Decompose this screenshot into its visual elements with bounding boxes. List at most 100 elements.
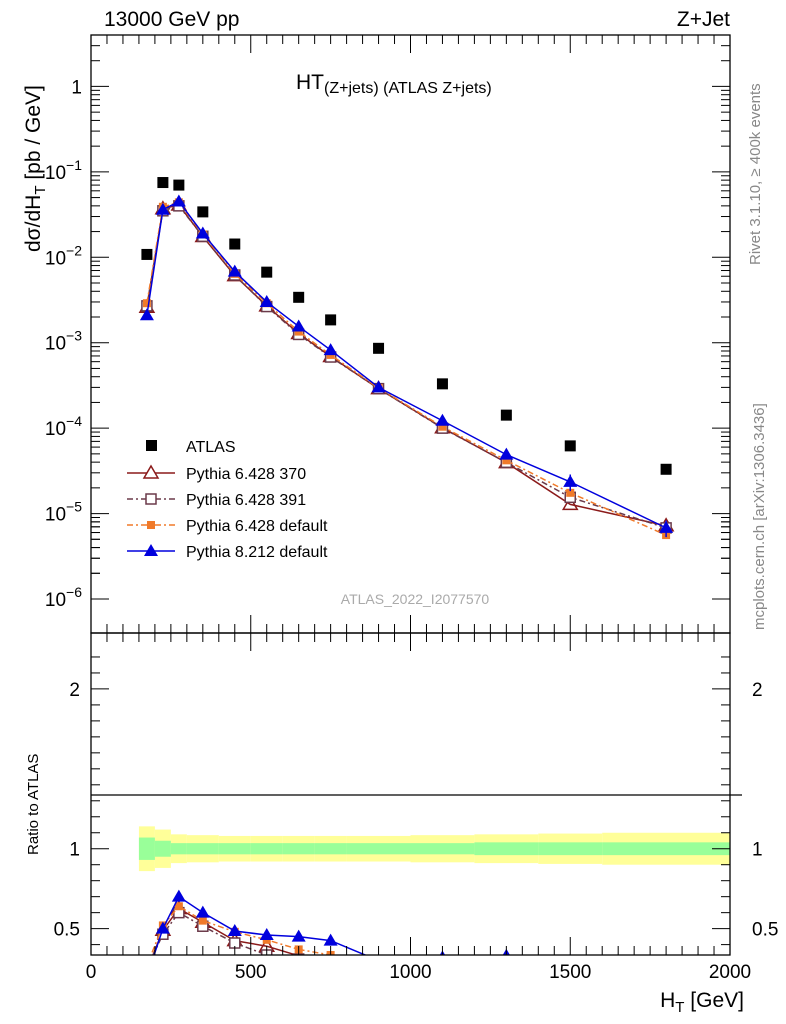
data-point-ratio-p8default (323, 933, 338, 946)
data-point-p8default (195, 226, 210, 239)
data-point-atlas (325, 314, 337, 326)
data-point-ratio-p6default (662, 976, 670, 984)
ratio-ytick-label: 1 (69, 840, 80, 861)
legend-label-atlas: ATLAS (186, 439, 236, 456)
main-y-label-main: dσ/dH (22, 195, 45, 252)
legend-label-p370: Pythia 6.428 370 (186, 466, 306, 483)
data-point-ratio-p391 (661, 972, 671, 982)
main-ytick-label: 10−3 (45, 328, 82, 355)
ratio-axis-ticks: 0.5 0.5 1 1 2 2 0 500 1000 1500 2000 (54, 633, 778, 983)
data-point-p8default (291, 319, 306, 332)
data-point-p8default (563, 474, 578, 487)
band-inner-bin (154, 840, 171, 857)
main-ytick-base: 10 (45, 419, 66, 440)
xtick-label: 0 (86, 962, 97, 983)
data-point-ratio-p8default (659, 970, 673, 982)
data-point-p8default (155, 202, 170, 215)
ratio-ytick-label: 0.5 (54, 920, 80, 941)
band-inner-bin (538, 842, 603, 856)
data-point-ratio-p370 (499, 958, 513, 970)
main-ytick-base: 10 (45, 163, 66, 184)
data-point-ratio-p6default (143, 961, 151, 969)
main-ytick-label: 10−4 (45, 413, 82, 440)
data-point-ratio-p8default (227, 924, 242, 937)
data-point-atlas (436, 378, 448, 390)
legend-label-p8default: Pythia 8.212 default (186, 544, 328, 561)
data-point-ratio-p391 (142, 964, 152, 974)
data-point-atlas (173, 179, 185, 191)
legend-entry-p391: Pythia 6.428 391 (127, 492, 306, 509)
band-inner-bin (410, 843, 475, 855)
data-point-atlas (373, 342, 385, 354)
main-ytick-exponent: −5 (66, 499, 82, 515)
band-inner-bin (314, 843, 347, 855)
data-point-atlas (229, 238, 241, 250)
main-panel: 110−110−210−310−410−510−6 HT(Z+jets) (AT… (22, 34, 731, 634)
data-point-p8default (227, 264, 242, 277)
ratio-ytick-label: 2 (69, 680, 80, 701)
legend-marker-p370 (142, 464, 160, 479)
data-point-p6default (438, 422, 447, 431)
main-ytick-base: 10 (45, 590, 66, 611)
ratio-ytick-label-right: 2 (752, 680, 763, 701)
data-point-ratio-p370 (140, 963, 154, 975)
data-point-p8default (323, 343, 338, 356)
main-ytick-exponent: −6 (66, 584, 82, 600)
band-inner-bin (170, 843, 187, 855)
data-point-ratio-p8default (259, 928, 274, 941)
data-point-ratio-p6default (198, 916, 207, 925)
data-point-ratio-p391 (326, 957, 336, 967)
data-point-ratio-p8default (171, 889, 186, 902)
ratio-frame (90, 632, 731, 956)
main-ytick-base: 10 (45, 248, 66, 269)
main-ytick-exponent: −3 (66, 328, 82, 344)
legend-marker-atlas (146, 440, 157, 451)
main-ytick-base: 10 (45, 334, 66, 355)
main-ytick-label: 1 (71, 77, 82, 98)
main-ytick-label: 10−2 (45, 242, 82, 269)
data-point-atlas (141, 248, 153, 260)
rivet-label: Rivet 3.1.10, ≥ 400k events (747, 83, 764, 265)
data-point-p8default (171, 194, 186, 207)
plot-title: HT(Z+jets) (ATLAS Z+jets) (296, 71, 492, 97)
main-ytick-exponent: −1 (66, 157, 82, 173)
data-point-p370 (561, 495, 579, 511)
x-axis-label: HT [GeV] (660, 989, 744, 1016)
data-point-ratio-p6default (174, 902, 183, 911)
data-point-ratio-p8default (155, 921, 170, 934)
x-label-sub: T (675, 999, 684, 1016)
legend-label-p391: Pythia 6.428 391 (186, 492, 306, 509)
data-point-ratio-p391 (501, 962, 511, 972)
band-inner-bin (138, 837, 155, 860)
data-point-atlas (197, 206, 209, 218)
ratio-ytick-label-right: 1 (752, 840, 763, 861)
main-ytick-exponent: −2 (66, 242, 82, 258)
ratio-uncertainty-band (138, 826, 730, 872)
band-inner-bin (282, 843, 315, 855)
main-axis-ticks: 110−110−210−310−410−510−6 (45, 35, 731, 633)
data-point-ratio-p370 (377, 953, 380, 955)
mcplots-label: mcplots.cern.ch [arXiv:1306.3436] (751, 403, 768, 630)
data-point-p8default (259, 294, 274, 307)
xtick-label: 2000 (709, 962, 751, 983)
legend-entry-p6default: Pythia 6.428 default (127, 518, 328, 535)
x-label-main: H (660, 989, 675, 1012)
legend-marker-p391 (145, 493, 157, 505)
data-point-ratio-p370 (435, 957, 449, 969)
xtick-label: 1000 (389, 962, 431, 983)
data-point-atlas (293, 291, 305, 303)
data-point-atlas (157, 177, 169, 189)
data-point-p8default (499, 447, 514, 460)
header-process: Z+Jet (677, 8, 730, 31)
legend: ATLAS Pythia 6.428 370 Pythia 6.428 391 … (127, 439, 328, 561)
data-point-ratio-p6default (502, 958, 510, 966)
band-inner-bin (474, 842, 539, 856)
main-ytick-label: 10−6 (45, 584, 82, 611)
data-point-atlas (500, 409, 512, 421)
header-energy: 13000 GeV pp (104, 8, 239, 31)
legend-marker-p6default (147, 521, 155, 529)
legend-label-p6default: Pythia 6.428 default (186, 518, 328, 535)
data-point-ratio-p8default (291, 929, 306, 942)
band-inner-bin (250, 843, 283, 855)
